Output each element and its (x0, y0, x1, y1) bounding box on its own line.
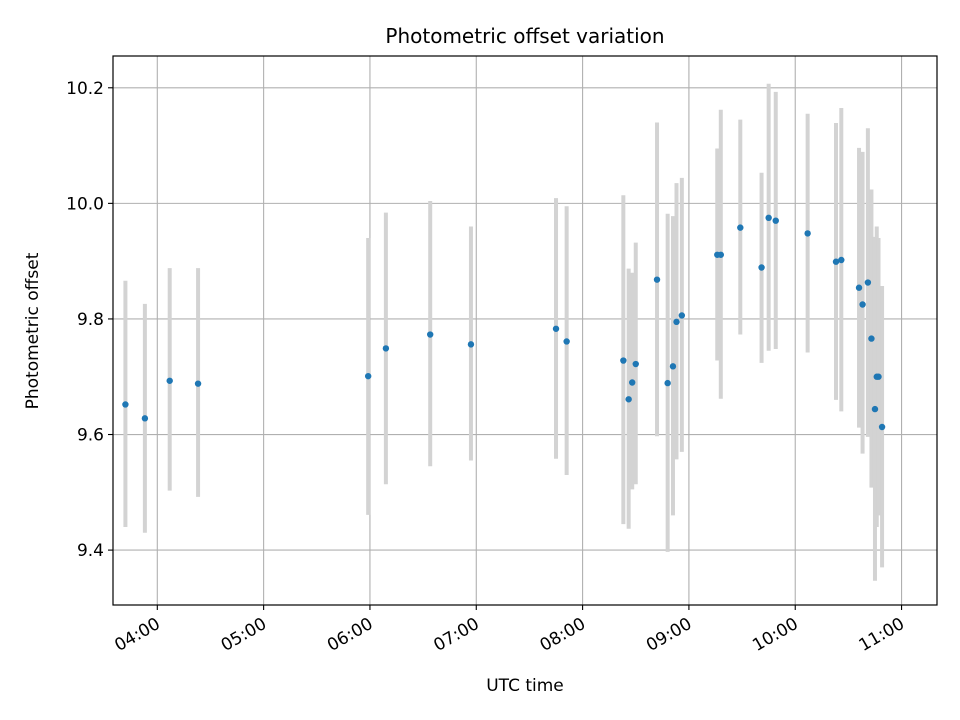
data-point (426, 331, 434, 338)
data-point (878, 423, 886, 431)
x-axis-label: UTC time (486, 676, 564, 696)
data-point (620, 357, 627, 364)
data-point (855, 284, 863, 291)
data-point (758, 264, 765, 271)
y-tick-label: 9.8 (77, 310, 104, 330)
data-point (122, 401, 129, 408)
data-point (832, 258, 840, 265)
data-point (141, 415, 149, 422)
data-point (664, 379, 671, 387)
data-point (678, 312, 686, 319)
data-point (871, 405, 879, 413)
data-points (122, 214, 886, 431)
y-tick-label: 9.6 (77, 426, 104, 446)
plot-frame (112, 55, 938, 606)
data-point (838, 256, 845, 264)
data-point (552, 325, 560, 332)
data-point (194, 380, 202, 387)
data-point (166, 377, 173, 384)
data-point (625, 396, 632, 403)
data-point (864, 279, 872, 286)
y-tick-label: 10.0 (66, 194, 104, 214)
data-point (875, 373, 882, 380)
data-point (382, 345, 390, 352)
data-point (632, 360, 639, 368)
data-point (653, 276, 661, 283)
data-point (563, 338, 570, 345)
data-point (859, 301, 866, 308)
y-axis-label: Photometric offset (23, 252, 43, 409)
data-point (868, 335, 875, 342)
data-point (772, 217, 779, 224)
data-point (364, 372, 372, 380)
y-tick-label: 10.2 (66, 79, 104, 99)
data-point (467, 341, 475, 348)
data-point (629, 379, 636, 386)
data-point (673, 318, 680, 326)
y-tick-label: 9.4 (77, 541, 104, 561)
data-point (737, 224, 744, 231)
chart-title: Photometric offset variation (385, 24, 664, 48)
data-point (669, 363, 677, 370)
data-point (804, 230, 811, 237)
data-point (717, 251, 725, 258)
data-point (765, 214, 772, 222)
